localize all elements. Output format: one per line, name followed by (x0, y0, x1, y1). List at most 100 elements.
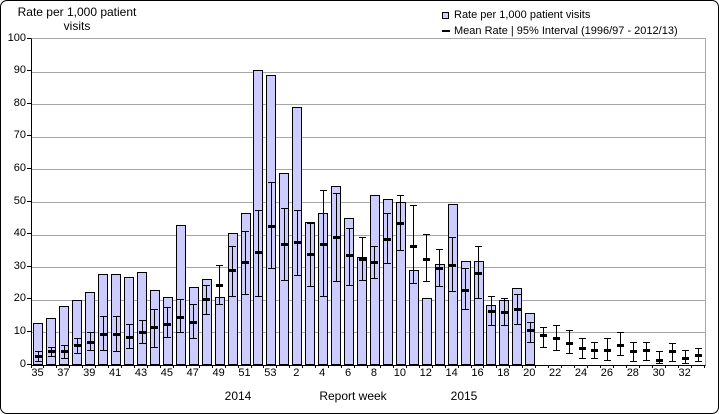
mean-marker (345, 254, 353, 258)
interval-cap-bottom (578, 357, 586, 359)
y-tick-label: 20 (13, 292, 26, 305)
interval-cap-bottom (125, 348, 133, 350)
interval-cap-top (73, 338, 81, 340)
mean-marker (410, 244, 418, 248)
x-tick-mark (69, 365, 71, 368)
x-tick-mark (367, 365, 368, 368)
x-tick-label: 51 (238, 367, 251, 379)
mean-marker (151, 326, 159, 329)
interval-cap-top (229, 245, 237, 247)
x-tick-mark (703, 365, 705, 368)
gridline (32, 202, 705, 203)
legend: Rate per 1,000 patient visits Mean Rate … (442, 7, 678, 39)
interval-cap-top (125, 323, 133, 325)
interval-cap-bottom (487, 325, 495, 327)
interval-line (542, 327, 544, 348)
x-tick-label: 20 (523, 367, 536, 379)
interval-cap-bottom (306, 286, 314, 288)
interval-line (167, 307, 169, 338)
x-tick-mark (289, 365, 291, 368)
mean-marker (60, 350, 68, 354)
interval-line (478, 246, 479, 299)
mean-marker (112, 332, 120, 336)
interval-cap-bottom (526, 341, 534, 343)
gridline (32, 332, 705, 334)
interval-cap-bottom (358, 279, 366, 281)
mean-marker (267, 224, 275, 228)
interval-cap-bottom (513, 323, 521, 325)
y-tick-label: 0 (19, 357, 26, 370)
interval-cap-bottom (384, 263, 392, 265)
mean-marker (578, 347, 586, 351)
interval-cap-bottom (695, 361, 703, 363)
x-tick-label: 49 (212, 367, 225, 379)
x-tick-mark (444, 365, 446, 368)
x-tick-mark (496, 365, 498, 368)
interval-cap-top (643, 341, 651, 343)
x-tick-mark (237, 365, 239, 368)
mean-marker (190, 321, 198, 325)
interval-cap-top (203, 284, 211, 286)
x-tick-mark (43, 365, 45, 368)
x-tick-label: 8 (370, 367, 378, 379)
mean-marker (319, 242, 327, 246)
mean-marker (617, 343, 625, 347)
interval-cap-bottom (630, 361, 638, 363)
interval-cap-bottom (164, 336, 172, 338)
x-tick-mark (418, 365, 420, 368)
bar-week-2014-43 (137, 272, 147, 365)
x-tick-label: 32 (678, 367, 691, 379)
interval-cap-top (216, 265, 224, 267)
mean-marker (73, 343, 81, 347)
mean-marker (449, 264, 457, 268)
interval-cap-bottom (462, 309, 470, 311)
interval-cap-top (552, 325, 560, 327)
legend-bar-label: Rate per 1,000 patient visits (454, 9, 591, 21)
mean-marker (500, 311, 508, 315)
bar-week-2014-46 (175, 224, 186, 365)
interval-cap-top (630, 341, 638, 343)
interval-cap-top (604, 338, 612, 340)
interval-cap-top (436, 248, 444, 250)
x-tick-mark (108, 365, 110, 368)
x-tick-label: 10 (393, 367, 406, 379)
interval-cap-bottom (410, 283, 418, 284)
interval-cap-top (86, 331, 94, 333)
gridline (32, 136, 705, 138)
x-axis-title: Report week (319, 389, 387, 403)
interval-cap-bottom (60, 357, 68, 359)
gridline (32, 234, 705, 236)
x-tick-mark (664, 365, 666, 368)
interval-line (529, 322, 531, 343)
interval-cap-top (60, 344, 68, 346)
interval-cap-top (164, 307, 172, 309)
x-tick-mark (561, 365, 563, 368)
interval-cap-bottom (242, 294, 250, 296)
interval-cap-bottom (332, 281, 340, 283)
interval-cap-bottom (99, 349, 107, 351)
x-tick-label: 53 (264, 367, 277, 379)
bar-series-marker-icon (442, 11, 449, 19)
x-tick-mark (276, 365, 278, 368)
legend-item-mean: Mean Rate | 95% Interval (1996/97 - 2012… (442, 23, 678, 39)
x-tick-mark (341, 365, 343, 368)
bar-week-2015-9 (382, 198, 393, 365)
interval-cap-top (138, 320, 146, 322)
bar-week-2014-38 (72, 299, 83, 365)
x-tick-label: 35 (31, 367, 44, 379)
interval-cap-bottom (345, 284, 353, 286)
mean-marker (177, 316, 185, 320)
gridline (32, 267, 705, 269)
x-tick-mark (599, 365, 601, 368)
x-tick-mark (250, 365, 252, 368)
interval-cap-bottom (643, 359, 651, 361)
interval-line (620, 332, 622, 356)
x-tick-mark (690, 365, 692, 368)
y-axis-title: Rate per 1,000 patient visits (11, 5, 143, 33)
interval-cap-bottom (617, 354, 625, 356)
x-tick-mark (431, 365, 433, 368)
interval-cap-top (669, 343, 677, 345)
interval-cap-top (267, 181, 275, 183)
bar-week-2015-19 (512, 288, 523, 365)
